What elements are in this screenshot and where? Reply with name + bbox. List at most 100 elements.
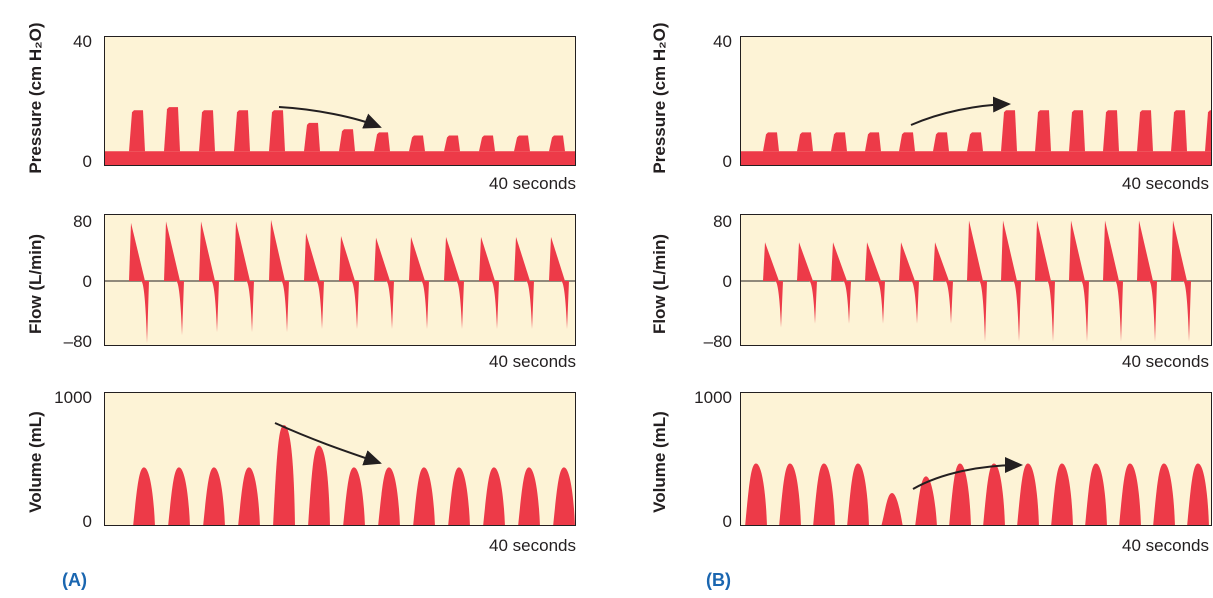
expiratory-flow (246, 281, 254, 333)
trend-arrow (912, 457, 1023, 490)
tidal-volume-breath (745, 463, 767, 525)
pressure-breath (1103, 110, 1119, 152)
pressure-tick-max-a: 40 (73, 32, 92, 51)
inspiratory-flow (514, 236, 530, 281)
inspiratory-flow (1001, 220, 1017, 281)
tidal-volume-breath (308, 445, 330, 525)
inspiratory-flow (797, 242, 813, 281)
expiratory-flow (316, 281, 324, 330)
pressure-breath (164, 107, 180, 152)
expiratory-flow (561, 281, 569, 330)
inspiratory-flow (269, 219, 285, 281)
pressure-breath (444, 135, 460, 152)
inspiratory-flow (967, 220, 983, 281)
pressure-plot-b (740, 36, 1212, 166)
pressure-breath (129, 110, 145, 152)
time-label-pressure-a: 40 seconds (489, 174, 576, 193)
pressure-breath (967, 132, 983, 152)
pressure-chart-b (741, 96, 1211, 165)
expiratory-flow (775, 281, 783, 328)
inspiratory-flow (831, 242, 847, 281)
expiratory-flow (351, 281, 359, 330)
inspiratory-flow (1137, 220, 1153, 281)
expiratory-flow (1149, 281, 1157, 342)
pressure-breath (1137, 110, 1153, 152)
tidal-volume-breath (238, 467, 260, 525)
inspiratory-flow (1035, 220, 1051, 281)
tidal-volume-breath (881, 493, 903, 525)
flow-tick-min-b: –80 (703, 332, 732, 351)
expiratory-flow (911, 281, 919, 324)
pressure-breath (1001, 110, 1017, 152)
pressure-tick-max-b: 40 (713, 32, 732, 51)
pressure-breath (549, 135, 565, 152)
inspiratory-flow (374, 237, 390, 281)
volume-tick-zero-a: 0 (82, 512, 92, 531)
pressure-breath (865, 132, 881, 152)
tidal-volume-breath (1119, 463, 1141, 525)
tidal-volume-breath (168, 467, 190, 525)
expiratory-flow (176, 281, 184, 336)
flow-plot-a (104, 214, 576, 346)
pressure-breath (514, 135, 530, 152)
pressure-breath (199, 110, 215, 152)
expiratory-flow (211, 281, 219, 333)
expiratory-flow (809, 281, 817, 324)
inspiratory-flow (444, 236, 460, 281)
volume-chart-a (133, 422, 575, 525)
inspiratory-flow (339, 236, 355, 281)
volume-tick-zero-b: 0 (722, 512, 732, 531)
expiratory-flow (843, 281, 851, 324)
pressure-breath (339, 129, 355, 152)
tidal-volume-breath (847, 463, 869, 525)
volume-plot-b (740, 392, 1212, 526)
tidal-volume-breath (813, 463, 835, 525)
inspiratory-flow (1103, 220, 1119, 281)
pressure-breath (304, 122, 320, 152)
pressure-tick-zero-b: 0 (722, 152, 732, 171)
pressure-baseline (741, 151, 1211, 165)
tidal-volume-breath (1017, 463, 1039, 525)
inspiratory-flow (1069, 220, 1085, 281)
volume-chart-b (745, 457, 1209, 525)
pressure-breath (1069, 110, 1085, 152)
tidal-volume-breath (915, 476, 937, 525)
panel-label-b: (B) (706, 570, 731, 590)
expiratory-flow (281, 281, 289, 333)
flow-tick-max-b: 80 (713, 212, 732, 231)
inspiratory-flow (933, 242, 949, 281)
tidal-volume-breath (133, 467, 155, 525)
flow-tick-max-a: 80 (73, 212, 92, 231)
pressure-breath (1205, 110, 1211, 152)
volume-tick-max-a: 1000 (54, 388, 92, 407)
pressure-breath (374, 132, 390, 152)
expiratory-flow (526, 281, 534, 330)
pressure-breath (269, 110, 285, 152)
time-label-pressure-b: 40 seconds (1122, 174, 1209, 193)
expiratory-flow (1013, 281, 1021, 342)
volume-plot-a (104, 392, 576, 526)
time-label-volume-a: 40 seconds (489, 536, 576, 555)
inspiratory-flow (234, 221, 250, 281)
tidal-volume-breath (1187, 463, 1209, 525)
trend-arrow (274, 422, 382, 466)
inspiratory-flow (899, 242, 915, 281)
time-label-volume-b: 40 seconds (1122, 536, 1209, 555)
time-label-flow-a: 40 seconds (489, 352, 576, 371)
pressure-breath (1035, 110, 1051, 152)
inspiratory-flow (129, 222, 145, 281)
tidal-volume-breath (779, 463, 801, 525)
tidal-volume-breath (518, 467, 540, 525)
flow-plot-b (740, 214, 1212, 346)
inspiratory-flow (304, 232, 320, 281)
pressure-breath (933, 132, 949, 152)
pressure-baseline (105, 151, 575, 165)
expiratory-flow (979, 281, 987, 342)
expiratory-flow (1047, 281, 1055, 342)
tidal-volume-breath (413, 467, 435, 525)
inspiratory-flow (763, 242, 779, 281)
tidal-volume-breath (983, 463, 1005, 525)
tidal-volume-breath (553, 467, 575, 525)
expiratory-flow (456, 281, 464, 330)
trend-arrow (278, 106, 382, 129)
